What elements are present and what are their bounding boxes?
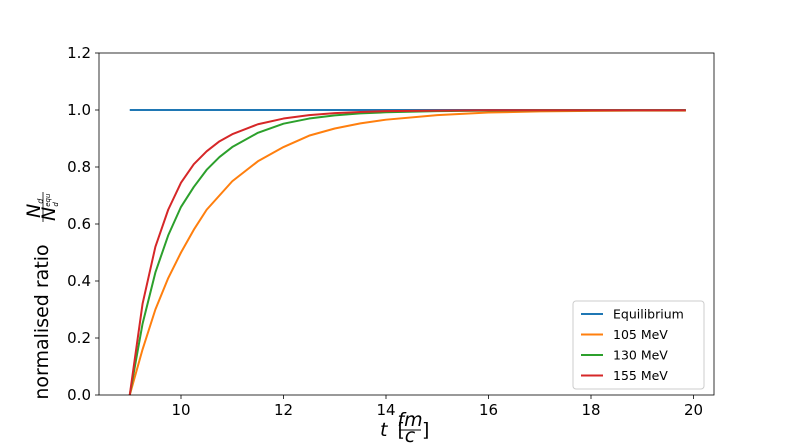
y-tick-label: 0.4 <box>67 272 91 290</box>
y-axis-ticks: 0.0 0.2 0.4 0.6 0.8 1.0 1.2 <box>67 44 99 404</box>
y-tick-label: 1.2 <box>67 44 91 62</box>
y-axis-label-den-sub: d <box>52 202 60 207</box>
x-tick-label: 14 <box>376 401 395 419</box>
y-axis-label-num-base: N <box>23 204 45 218</box>
x-axis-ticks: 10 12 14 16 18 20 <box>171 395 703 419</box>
legend: Equilibrium 105 MeV 130 MeV 155 MeV <box>572 300 705 390</box>
y-axis-label-text: normalised ratio <box>31 244 53 399</box>
series-line-1 <box>128 109 686 396</box>
y-tick-label: 0.8 <box>67 158 91 176</box>
legend-label: 130 MeV <box>613 348 668 363</box>
x-axis-label-close: ] <box>422 419 429 441</box>
y-axis-label-num-sub: d <box>36 198 45 204</box>
y-tick-label: 1.0 <box>67 101 91 119</box>
x-tick-label: 18 <box>581 401 600 419</box>
x-tick-label: 16 <box>479 401 498 419</box>
series-layer <box>128 109 686 396</box>
y-tick-label: 0.6 <box>67 215 91 233</box>
y-axis-label-den-base: N <box>38 207 60 221</box>
legend-box <box>572 300 705 390</box>
x-axis-label-unit-num: fm <box>397 409 422 431</box>
y-axis-label-frac-den: Nequd <box>38 193 60 221</box>
y-axis-label-frac-num: Nd <box>23 198 45 218</box>
x-axis-label-unit-den: c <box>405 425 416 444</box>
x-axis-label-var: t <box>380 419 389 441</box>
y-tick-label: 0.2 <box>67 329 91 347</box>
legend-label: 155 MeV <box>613 368 668 383</box>
x-tick-label: 10 <box>171 401 190 419</box>
legend-label: Equilibrium <box>613 307 684 322</box>
y-tick-label: 0.0 <box>67 386 91 404</box>
y-axis-label: normalised ratio Nd Nequd <box>23 192 60 400</box>
y-axis-label-den-sup: equ <box>44 193 52 207</box>
legend-label: 105 MeV <box>613 327 668 342</box>
x-tick-label: 12 <box>274 401 293 419</box>
series-line-3 <box>128 109 686 396</box>
x-tick-label: 20 <box>684 401 703 419</box>
